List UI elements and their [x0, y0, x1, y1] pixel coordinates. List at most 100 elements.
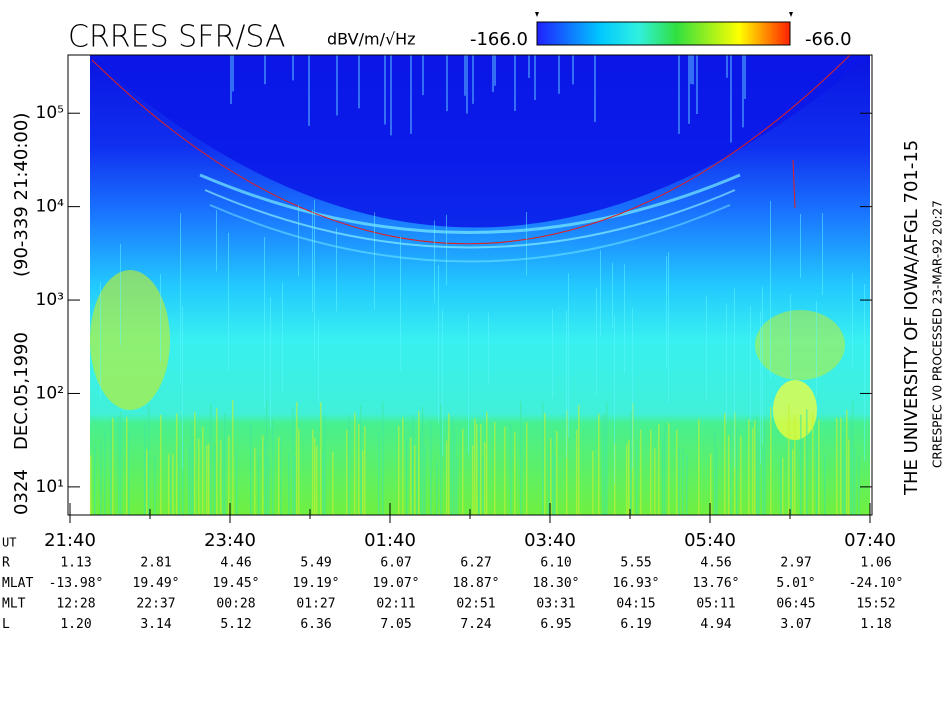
streak	[100, 282, 101, 399]
streak	[742, 55, 744, 128]
ephemeris-value: 7.24	[460, 617, 491, 632]
streak	[316, 446, 318, 515]
ephemeris-value: 6.10	[540, 556, 571, 571]
streak	[262, 435, 264, 515]
streak	[840, 417, 842, 515]
streak	[472, 55, 474, 104]
x-tick-label: 01:40	[364, 530, 416, 551]
streak	[228, 436, 230, 515]
streak	[566, 310, 567, 458]
ephemeris-value: 16.93°	[613, 576, 660, 591]
ephemeris-value: 2.97	[780, 556, 811, 571]
streak	[756, 416, 758, 515]
institution-label: THE UNIVERSITY OF IOWA/AFGL 701-15	[901, 140, 922, 496]
streak	[436, 459, 438, 515]
streak	[752, 428, 754, 515]
streak	[416, 449, 418, 515]
streak	[448, 413, 450, 515]
streak	[320, 401, 322, 515]
ephemeris-value: 01:27	[296, 597, 335, 612]
streak	[266, 401, 268, 515]
streak	[800, 213, 801, 279]
streak	[190, 424, 192, 515]
ephemeris-value: 6.07	[380, 556, 411, 571]
streak	[454, 433, 456, 515]
streak	[412, 414, 414, 515]
streak	[678, 55, 680, 134]
streak	[268, 456, 270, 515]
streak	[544, 412, 546, 515]
streak	[264, 236, 265, 408]
streak	[606, 402, 608, 515]
ephemeris-value: 4.56	[700, 556, 731, 571]
streak	[842, 428, 844, 515]
streak	[228, 232, 229, 371]
streak	[592, 451, 594, 515]
streak	[632, 307, 633, 469]
streak	[210, 404, 212, 515]
y-tick-label: 10¹	[36, 477, 64, 497]
x-tick-label: 23:40	[204, 530, 256, 551]
streak	[666, 255, 667, 370]
streak	[492, 55, 494, 93]
streak	[576, 430, 578, 515]
streak	[120, 243, 121, 346]
streak	[602, 414, 604, 515]
streak	[668, 252, 669, 404]
ephemeris-value: 6.19	[620, 617, 651, 632]
streak	[762, 286, 763, 446]
streak	[110, 420, 112, 515]
streak	[384, 55, 386, 125]
streak	[452, 416, 454, 515]
streak	[800, 414, 802, 515]
colorbar	[536, 21, 791, 46]
ephemeris-row-label: R	[2, 556, 10, 571]
streak	[112, 417, 114, 515]
streak	[264, 55, 266, 85]
streak	[168, 453, 170, 515]
ephemeris-value: 6.95	[540, 617, 571, 632]
streak	[736, 426, 738, 515]
streak	[298, 428, 300, 515]
streak	[780, 458, 782, 515]
streak	[852, 273, 853, 367]
streak	[614, 315, 615, 484]
streak	[596, 287, 597, 397]
streak	[160, 274, 161, 362]
ephemeris-value: 5.49	[300, 556, 331, 571]
streak	[410, 437, 412, 515]
streak	[662, 435, 664, 515]
streak	[818, 419, 820, 515]
colorbar-marker	[535, 12, 793, 17]
ephemeris-value: 02:11	[376, 597, 415, 612]
ephemeris-row-label: MLAT	[2, 576, 33, 591]
ephemeris-value: 1.06	[860, 556, 891, 571]
streak	[118, 416, 120, 515]
ephemeris-value: 06:45	[776, 597, 815, 612]
streak	[552, 433, 554, 515]
streak	[806, 409, 808, 515]
streak	[188, 443, 190, 515]
streak	[292, 407, 294, 515]
ephemeris-value: 4.94	[700, 617, 731, 632]
streak	[424, 446, 426, 515]
ephemeris-value: 00:28	[216, 597, 255, 612]
streak	[282, 282, 283, 392]
emission-patch	[90, 270, 170, 410]
streak	[726, 303, 727, 423]
streak	[790, 441, 792, 515]
streak	[668, 422, 670, 515]
streak	[414, 445, 416, 515]
streak	[278, 436, 280, 515]
streak	[528, 55, 530, 78]
ephemeris-value: 1.18	[860, 617, 891, 632]
streak	[504, 426, 506, 515]
streak	[120, 411, 122, 515]
y-tick-label: 10⁵	[36, 103, 64, 123]
streak	[480, 424, 482, 515]
streak	[514, 55, 516, 112]
streak	[822, 213, 823, 296]
streak	[360, 405, 362, 515]
streak	[730, 426, 732, 515]
streak	[640, 429, 642, 515]
